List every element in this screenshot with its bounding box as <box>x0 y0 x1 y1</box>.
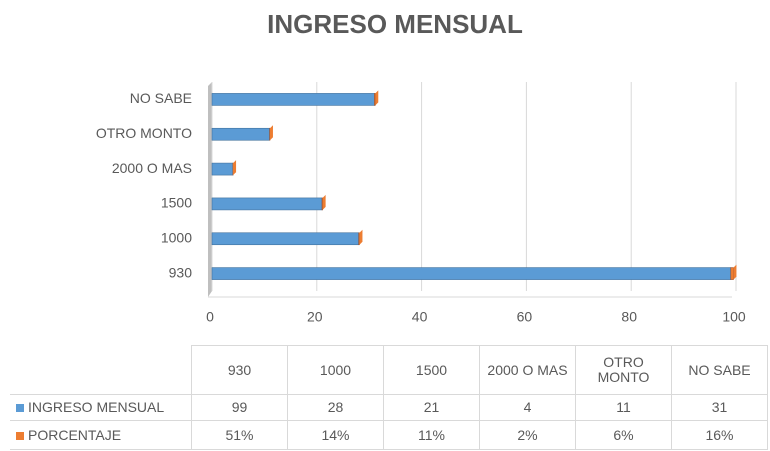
table-series: PORCENTAJE <box>10 420 192 450</box>
bar <box>211 127 270 141</box>
bar <box>211 267 732 280</box>
legend-swatch <box>16 404 24 412</box>
table-category: 2000 O MAS <box>479 345 576 395</box>
y-tick-label: 930 <box>169 264 193 280</box>
table-value: 28 <box>287 394 384 421</box>
table-header: 930 1000 1500 2000 O MAS OTRO MONTO NO SABE <box>10 345 768 395</box>
table-category: 1000 <box>287 345 384 395</box>
bar <box>321 197 323 211</box>
y-tick-label: 1500 <box>161 195 192 211</box>
y-tick-label: 2000 O MAS <box>112 160 192 176</box>
table-value: 11 <box>575 394 672 421</box>
chart-title: INGRESO MENSUAL <box>267 9 523 39</box>
bar <box>211 162 234 176</box>
bar <box>374 93 376 106</box>
table-value: 14% <box>287 420 384 450</box>
table-category: 1500 <box>383 345 480 395</box>
bar-end <box>733 264 737 280</box>
x-tick-label: 20 <box>307 309 323 325</box>
bar <box>730 267 734 280</box>
table-value: 4 <box>479 394 576 421</box>
bar-end <box>359 229 363 245</box>
data-table: 930 1000 1500 2000 O MAS OTRO MONTO NO SABE IN… <box>10 345 768 450</box>
table-value: 2% <box>479 420 576 450</box>
x-tick-label: 0 <box>206 309 214 325</box>
axis-wall <box>208 82 212 297</box>
bar <box>358 232 360 246</box>
table-value: 99 <box>191 394 288 421</box>
table-value: 16% <box>671 420 768 450</box>
bar-end <box>233 160 237 176</box>
bar <box>211 93 375 106</box>
y-tick-label: OTRO MONTO <box>96 125 192 141</box>
table-row: PORCENTAJE 51% 14% 11% 2% 6% 16% <box>10 420 768 450</box>
y-tick-label: 1000 <box>161 229 192 245</box>
legend-label: PORCENTAJE <box>28 426 122 443</box>
table-value: 21 <box>383 394 480 421</box>
bar-end <box>322 194 326 210</box>
table-series: INGRESO MENSUAL <box>10 394 192 421</box>
legend-swatch <box>16 431 24 440</box>
table-category: OTRO MONTO <box>575 345 672 395</box>
table-value: 11% <box>383 420 480 450</box>
x-tick-label: 100 <box>722 309 746 325</box>
x-tick-label: 80 <box>621 309 637 325</box>
table-category: 930 <box>191 345 288 395</box>
table-category: NO SABE <box>671 345 768 395</box>
table-row: INGRESO MENSUAL 99 28 21 4 11 31 <box>10 394 768 421</box>
table-value: 6% <box>575 420 672 450</box>
bar <box>211 232 360 246</box>
table-value: 31 <box>671 394 768 421</box>
legend-label: INGRESO MENSUAL <box>28 399 165 415</box>
bar-end <box>269 125 273 141</box>
x-tick-label: 60 <box>517 309 533 325</box>
table-value: 51% <box>191 420 288 450</box>
bar-end <box>375 90 379 106</box>
y-tick-label: NO SABE <box>130 90 192 106</box>
table-corner <box>10 345 192 395</box>
bar <box>211 197 323 211</box>
x-tick-label: 40 <box>412 309 428 325</box>
chart: INGRESO MENSUAL 0 20 40 60 80 100 930 1000 1500 2… <box>96 9 746 325</box>
